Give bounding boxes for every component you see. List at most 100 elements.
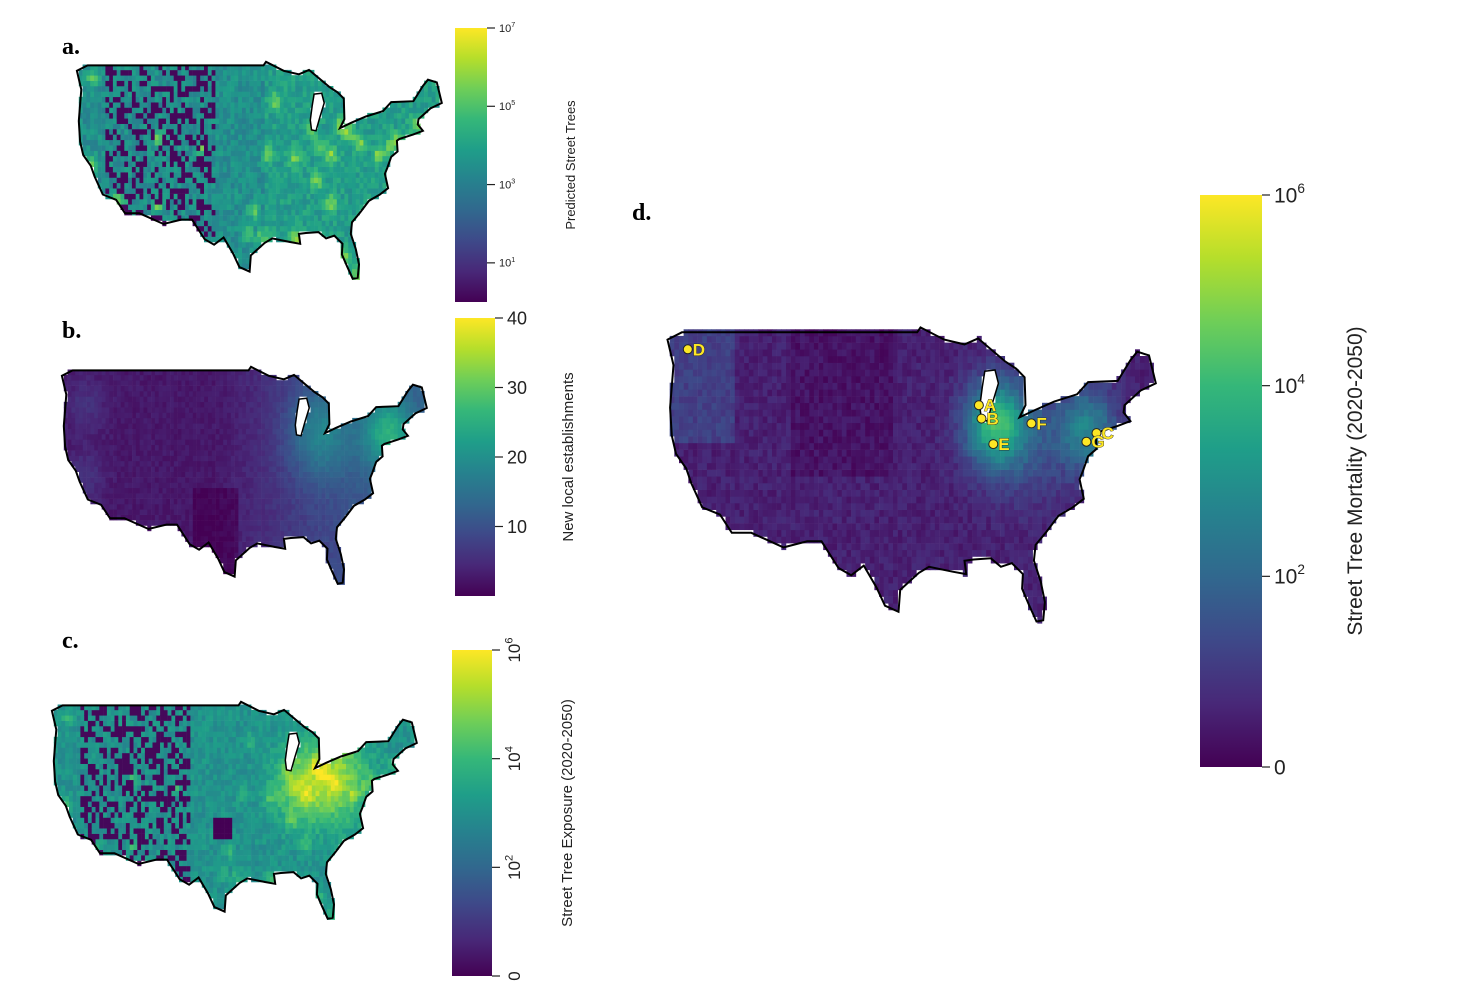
map-cell	[386, 129, 391, 135]
map-cell	[223, 385, 228, 392]
map-cell	[82, 385, 87, 392]
map-cell	[95, 785, 100, 791]
map-cell	[185, 460, 190, 467]
map-cell	[348, 182, 353, 189]
map-cell	[109, 91, 114, 98]
map-cell	[75, 434, 80, 440]
map-cell	[132, 396, 137, 403]
map-cell	[242, 471, 247, 478]
map-cell	[185, 434, 190, 440]
map-cell	[170, 374, 175, 381]
map-cell	[276, 134, 281, 141]
map-cell	[87, 785, 92, 791]
map-cell	[340, 155, 345, 162]
map-cell	[306, 482, 311, 489]
map-cell	[253, 155, 258, 162]
map-cell	[298, 204, 303, 210]
map-cell	[215, 466, 220, 472]
map-cell	[139, 455, 144, 462]
map-cell	[162, 428, 167, 435]
map-cell	[249, 514, 254, 521]
map-cell	[97, 412, 102, 419]
map-cell	[105, 91, 110, 98]
map-cell	[101, 417, 106, 424]
map-cell	[257, 209, 262, 216]
map-cell	[181, 166, 186, 173]
map-cell	[272, 123, 277, 130]
map-cell	[375, 417, 380, 424]
map-cell	[298, 96, 303, 103]
map-cell	[154, 455, 159, 462]
map-cell	[105, 460, 110, 467]
map-cell	[192, 155, 197, 162]
map-cell	[223, 466, 228, 472]
map-cell	[238, 428, 243, 435]
map-cell	[173, 172, 178, 178]
map-cell	[135, 129, 140, 135]
map-cell	[215, 450, 220, 456]
map-cell	[196, 460, 201, 467]
map-cell	[185, 417, 190, 424]
map-cell	[268, 412, 273, 419]
map-cell	[143, 193, 148, 200]
map-cell	[189, 396, 194, 403]
map-cell	[166, 182, 171, 189]
map-cell	[227, 509, 232, 515]
map-cell	[135, 198, 140, 205]
map-cell	[207, 64, 212, 71]
map-cell	[298, 107, 303, 114]
map-cell	[291, 412, 296, 419]
map-cell	[397, 102, 402, 108]
map-cell	[208, 417, 213, 424]
map-cell	[135, 423, 140, 429]
map-cell	[344, 471, 349, 478]
map-cell	[291, 503, 296, 510]
map-cell	[177, 493, 182, 499]
map-cell	[253, 166, 258, 173]
map-cell	[230, 69, 235, 76]
map-cell	[109, 161, 114, 167]
map-cell	[143, 182, 148, 189]
map-cell	[120, 407, 125, 413]
map-cell	[97, 102, 102, 108]
map-cell	[192, 412, 197, 419]
map-cell	[95, 731, 100, 738]
map-cell	[340, 471, 345, 478]
map-cell	[393, 407, 398, 413]
map-cell	[314, 450, 319, 456]
map-cell	[227, 493, 232, 499]
map-cell	[359, 150, 364, 157]
map-cell	[408, 112, 413, 119]
map-cell	[90, 161, 95, 167]
map-cell	[109, 96, 114, 103]
map-cell	[223, 482, 228, 489]
map-cell	[162, 423, 167, 429]
map-cell	[173, 182, 178, 189]
map-cell	[223, 396, 228, 403]
map-cell	[208, 439, 213, 446]
map-cell	[219, 482, 224, 489]
map-cell	[264, 209, 269, 216]
map-cell	[325, 536, 330, 542]
map-cell	[230, 428, 235, 435]
map-cell	[196, 434, 201, 440]
map-cell	[340, 177, 345, 184]
map-cell	[151, 450, 156, 456]
map-cell	[135, 193, 140, 200]
map-cell	[69, 726, 74, 732]
map-cell	[90, 112, 95, 119]
map-cell	[124, 455, 129, 462]
map-cell	[208, 444, 213, 451]
map-cell	[234, 123, 239, 130]
map-cell	[124, 503, 129, 510]
map-cell	[420, 96, 425, 103]
map-cell	[253, 112, 258, 119]
map-cell	[208, 434, 213, 440]
map-cell	[276, 503, 281, 510]
map-cell	[173, 466, 178, 472]
map-cell	[65, 769, 70, 775]
map-cell	[344, 204, 349, 210]
map-cell	[227, 439, 232, 446]
map-cell	[211, 482, 216, 489]
map-cell	[116, 455, 121, 462]
